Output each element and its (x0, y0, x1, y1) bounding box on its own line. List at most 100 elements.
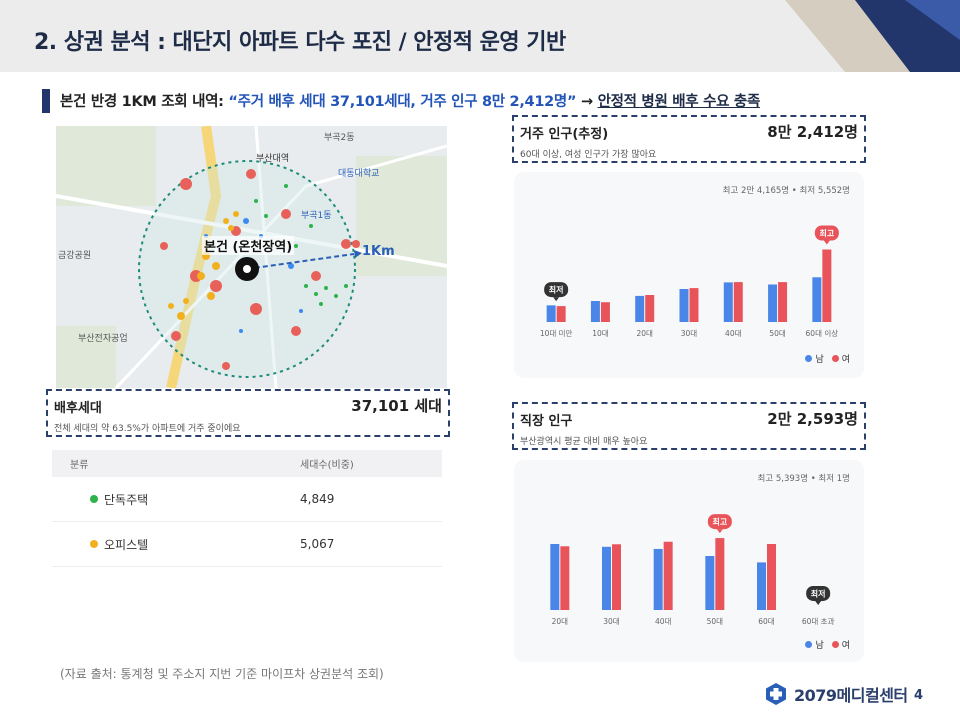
x-tick-label: 60대 이상 (806, 328, 839, 338)
households-value: 37,101 세대 (351, 397, 442, 415)
bar-male-0 (546, 305, 556, 322)
table-cell-value: 5,067 (300, 537, 335, 551)
bar-male-3 (705, 556, 715, 610)
table-header: 분류 세대수(비중) (52, 450, 442, 477)
bar-female-0 (560, 546, 570, 610)
map-place-label: 부곡1동 (301, 211, 332, 221)
subtitle-prefix: 본건 반경 1KM 조회 내역: (60, 94, 229, 110)
site-label: 본건 (온천장역) (202, 236, 295, 255)
bar-female-1 (600, 302, 610, 322)
subtitle-arrow: → (576, 94, 598, 110)
min-badge: 최저 (806, 585, 831, 605)
bar-male-4 (757, 562, 766, 610)
bar-female-2 (663, 541, 673, 610)
map-place-label: 부곡2동 (324, 133, 355, 143)
map-place-label: 부산대역 (256, 154, 290, 164)
resident-chart-card: 최고 2만 4,165명 • 최저 5,552명 10대 미만 10대 20대 30대… (514, 172, 864, 378)
bar-male-0 (550, 544, 560, 610)
worker-summary: 직장 인구 2만 2,593명 부산광역시 평균 대비 매우 높아요 (512, 402, 866, 450)
table-header-cell: 세대수(비중) (300, 460, 354, 471)
map-place-label: 대동대학교 (338, 169, 380, 179)
x-tick-label: 60대 (758, 617, 775, 626)
min-badge: 최저 (544, 282, 569, 302)
resident-title: 거주 인구(추정) (520, 127, 609, 142)
legend-male-label: 남 (815, 641, 824, 651)
table-cell-value: 4,849 (300, 492, 335, 506)
bar-female-1 (612, 544, 621, 610)
x-tick-label: 40대 (725, 329, 742, 338)
x-tick-label: 40대 (655, 617, 672, 626)
worker-note: 부산광역시 평균 대비 매우 높아요 (520, 437, 648, 447)
bar-female-3 (715, 538, 725, 610)
radius-label: 1Km (362, 244, 395, 259)
source-note: (자료 출처: 통계청 및 주소지 지번 기준 마이프차 상권분석 조회) (60, 667, 384, 681)
x-tick-label: 50대 (769, 329, 786, 338)
subtitle-quote: “주거 배후 세대 37,101세대, 거주 인구 8만 2,412명” (228, 94, 577, 110)
worker-title: 직장 인구 (520, 414, 573, 429)
table-row: 오피스텔 5,067 (52, 522, 442, 567)
legend-female-label: 여 (841, 355, 850, 365)
bar-female-5 (778, 282, 788, 322)
bar-female-0 (556, 306, 566, 322)
x-tick-label: 50대 (707, 617, 724, 626)
corner-decoration (785, 0, 960, 72)
max-badge: 최고 (814, 225, 839, 245)
legend-female-label: 여 (841, 641, 850, 651)
svg-text:최저: 최저 (549, 285, 564, 295)
bar-male-2 (635, 295, 645, 322)
resident-note: 60대 이상, 여성 인구가 가장 많아요 (520, 150, 657, 160)
trade-area-map: 본건 (온천장역) 1Km 부곡2동 부산대역 대동대학교 부곡1동 금강공원 … (56, 126, 447, 388)
bar-male-2 (653, 548, 663, 610)
footer-logo-text: 2079메디컬센터 (794, 686, 908, 705)
bar-male-6 (812, 277, 822, 322)
legend-male-label: 남 (815, 355, 824, 365)
legend-female-dot (831, 641, 839, 648)
resident-summary: 거주 인구(추정) 8만 2,412명 60대 이상, 여성 인구가 가장 많아… (512, 115, 866, 163)
table-row: 단독주택 4,849 (52, 477, 442, 522)
medical-cross-icon (766, 683, 786, 705)
svg-text:최고: 최고 (712, 517, 727, 527)
subtitle-marker (42, 89, 50, 113)
page-title: 2. 상권 분석 : 대단지 아파트 다수 포진 / 안정적 운영 기반 (34, 30, 566, 55)
bar-male-4 (723, 282, 733, 322)
x-tick-label: 30대 (603, 617, 620, 626)
bar-male-1 (590, 301, 600, 322)
legend-dot (90, 495, 98, 503)
bar-female-3 (689, 288, 699, 322)
map-canvas (56, 126, 447, 388)
x-tick-label: 20대 (552, 617, 569, 626)
page-number: 4 (914, 688, 924, 703)
legend-male-dot (805, 355, 813, 362)
svg-text:최고: 최고 (819, 228, 834, 238)
worker-legend: 남 여 (805, 638, 850, 651)
worker-value: 2만 2,593명 (767, 410, 858, 428)
households-title: 배후세대 (54, 401, 102, 416)
x-tick-label: 20대 (636, 329, 653, 338)
header-bar: 2. 상권 분석 : 대단지 아파트 다수 포진 / 안정적 운영 기반 (0, 0, 960, 72)
table-header-cell: 분류 (70, 460, 89, 471)
svg-text:최저: 최저 (811, 588, 826, 598)
subtitle: 본건 반경 1KM 조회 내역: “주거 배후 세대 37,101세대, 거주 … (60, 90, 760, 111)
resident-range-text: 최고 2만 4,165명 • 최저 5,552명 (722, 186, 850, 196)
x-tick-label: 60대 초과 (802, 617, 835, 626)
x-tick-label: 10대 미만 (540, 329, 573, 338)
bar-male-5 (768, 284, 778, 322)
bar-male-3 (679, 289, 689, 322)
bar-female-4 (733, 282, 743, 322)
map-place-label: 부산전자공업 (78, 334, 128, 344)
max-badge: 최고 (707, 514, 732, 534)
worker-chart-card: 최고 5,393명 • 최저 1명 20대 30대 40대 50대 60대 60대 초과 최… (514, 460, 864, 662)
resident-value: 8만 2,412명 (767, 123, 858, 141)
legend-male-dot (805, 641, 813, 648)
x-tick-label: 10대 (592, 329, 609, 338)
household-type-table: 분류 세대수(비중) 단독주택 4,849 오피스텔 5,067 (52, 450, 442, 567)
households-note: 전체 세대의 약 63.5%가 아파트에 거주 중이에요 (54, 424, 241, 434)
legend-dot (90, 540, 98, 548)
bar-female-6 (822, 249, 832, 322)
bar-female-4 (767, 544, 776, 610)
footer-logo: 2079메디컬센터 (764, 682, 908, 706)
table-cell-name: 단독주택 (104, 492, 149, 507)
x-tick-label: 30대 (681, 329, 698, 338)
map-place-label: 금강공원 (58, 251, 92, 261)
